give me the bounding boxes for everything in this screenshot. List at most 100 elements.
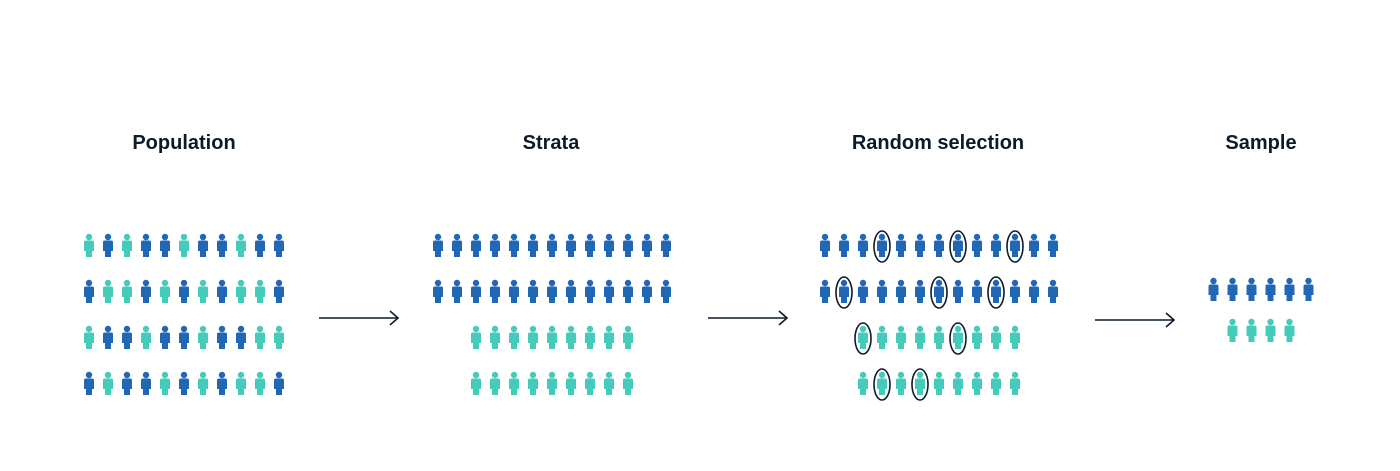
population-person <box>217 371 227 395</box>
selection-ring <box>911 368 929 401</box>
selection-person <box>991 371 1001 395</box>
selection-person <box>972 279 982 303</box>
selection-person <box>1010 325 1020 349</box>
selection-ring <box>854 322 872 355</box>
population-person <box>160 233 170 257</box>
population-person <box>236 279 246 303</box>
strata-person <box>623 371 633 395</box>
strata-person <box>433 279 443 303</box>
strata-person <box>623 279 633 303</box>
selection-person <box>896 325 906 349</box>
population-person <box>217 279 227 303</box>
selection-ring <box>987 276 1005 309</box>
strata-person <box>642 279 652 303</box>
strata-person <box>490 325 500 349</box>
population-person <box>103 371 113 395</box>
strata-person <box>452 279 462 303</box>
selection-person <box>915 371 925 395</box>
strata-person <box>433 233 443 257</box>
selection-person <box>877 371 887 395</box>
arrow-selection-to-sample <box>1095 312 1176 328</box>
selection-person <box>934 371 944 395</box>
population-person <box>274 233 284 257</box>
sample-person <box>1246 318 1257 342</box>
selection-ring <box>949 322 967 355</box>
selection-person <box>896 371 906 395</box>
population-person <box>160 279 170 303</box>
strata-person <box>528 325 538 349</box>
population-person <box>122 279 132 303</box>
population-person <box>84 371 94 395</box>
strata-person <box>452 233 462 257</box>
population-person <box>255 233 265 257</box>
sample-person <box>1265 318 1276 342</box>
population-person <box>198 371 208 395</box>
selection-person <box>953 233 963 257</box>
strata-person <box>528 279 538 303</box>
population-person <box>274 279 284 303</box>
sample-group <box>1208 277 1314 342</box>
sample-person <box>1227 277 1238 301</box>
population-person <box>141 233 151 257</box>
population-person <box>179 279 189 303</box>
strata-title: Strata <box>522 132 580 154</box>
strata-person <box>566 371 576 395</box>
strata-person <box>585 371 595 395</box>
sample-person <box>1246 277 1257 301</box>
selection-person <box>1029 233 1039 257</box>
population-person <box>217 233 227 257</box>
population-person <box>236 371 246 395</box>
population-person <box>236 325 246 349</box>
selection-person <box>953 279 963 303</box>
selection-person <box>991 233 1001 257</box>
population-person <box>84 233 94 257</box>
selection-person <box>934 233 944 257</box>
population-person <box>103 325 113 349</box>
selection-person <box>991 325 1001 349</box>
population-person <box>236 233 246 257</box>
population-person <box>160 325 170 349</box>
strata-person <box>566 279 576 303</box>
selection-person <box>1029 279 1039 303</box>
selection-person <box>858 325 868 349</box>
strata-person <box>566 233 576 257</box>
population-person <box>274 325 284 349</box>
population-group <box>84 233 284 395</box>
selection-person <box>858 371 868 395</box>
population-person <box>179 371 189 395</box>
strata-person <box>471 279 481 303</box>
population-person <box>84 279 94 303</box>
population-person <box>122 371 132 395</box>
population-person <box>179 233 189 257</box>
selection-person <box>1010 279 1020 303</box>
selection-person <box>972 325 982 349</box>
strata-person <box>509 233 519 257</box>
sample-person <box>1265 277 1276 301</box>
strata-person <box>547 325 557 349</box>
selection-person <box>896 279 906 303</box>
strata-person <box>490 233 500 257</box>
strata-person <box>566 325 576 349</box>
strata-person <box>528 233 538 257</box>
sample-person <box>1284 277 1295 301</box>
selection-person <box>1010 233 1020 257</box>
population-person <box>274 371 284 395</box>
selection-ring <box>1006 230 1024 263</box>
population-person <box>255 325 265 349</box>
population-person <box>217 325 227 349</box>
selection-ring <box>949 230 967 263</box>
strata-person <box>528 371 538 395</box>
strata-person <box>547 371 557 395</box>
strata-person <box>604 233 614 257</box>
strata-person <box>642 233 652 257</box>
sample-person <box>1284 318 1295 342</box>
selection-person <box>953 325 963 349</box>
population-person <box>122 233 132 257</box>
selection-person <box>915 279 925 303</box>
population-person <box>198 325 208 349</box>
selection-person <box>1048 279 1058 303</box>
strata-person <box>509 325 519 349</box>
selection-person <box>934 325 944 349</box>
strata-group <box>433 233 671 395</box>
population-person <box>198 279 208 303</box>
